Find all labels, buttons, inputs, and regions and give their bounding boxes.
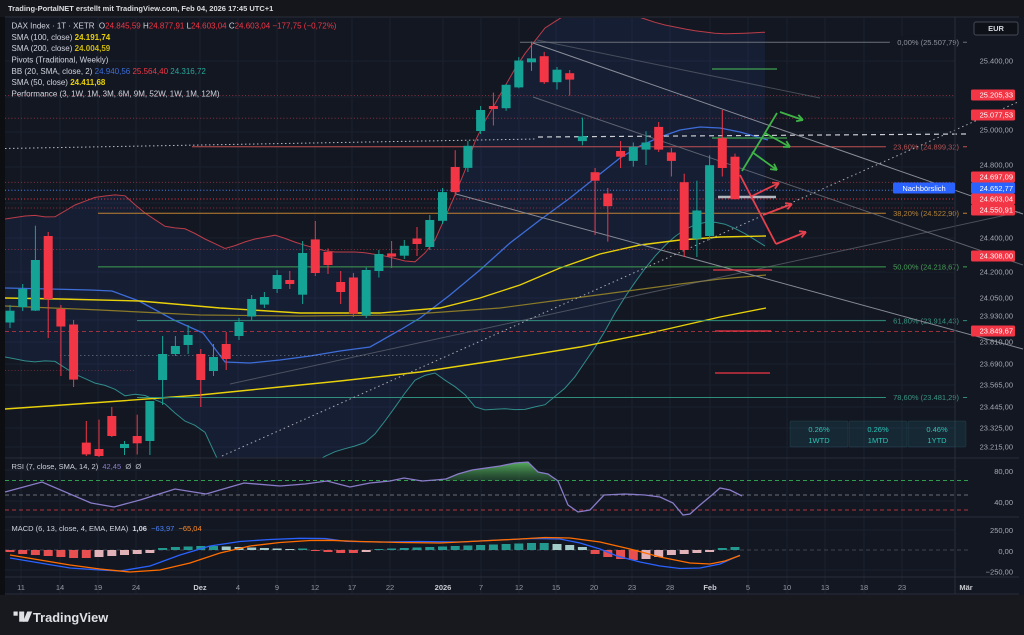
svg-text:25.205,33: 25.205,33: [980, 91, 1013, 100]
svg-text:5: 5: [746, 583, 750, 592]
svg-text:19: 19: [94, 583, 102, 592]
svg-text:24.400,00: 24.400,00: [980, 234, 1013, 243]
svg-text:24.697,09: 24.697,09: [980, 173, 1013, 182]
svg-text:0,00: 0,00: [998, 547, 1013, 556]
svg-text:80,00: 80,00: [994, 467, 1013, 476]
svg-text:24.550,91: 24.550,91: [980, 206, 1013, 215]
svg-text:11: 11: [17, 583, 25, 592]
svg-text:9: 9: [275, 583, 279, 592]
svg-text:24.200,00: 24.200,00: [980, 268, 1013, 277]
svg-text:2026: 2026: [435, 583, 452, 592]
svg-text:1YTD: 1YTD: [927, 436, 947, 445]
svg-text:24.050,00: 24.050,00: [980, 294, 1013, 303]
svg-text:50,00% (24.218,67): 50,00% (24.218,67): [893, 263, 959, 272]
svg-text:14: 14: [56, 583, 64, 592]
svg-text:23.445,00: 23.445,00: [980, 403, 1013, 412]
svg-text:1MTD: 1MTD: [868, 436, 889, 445]
svg-text:40,00: 40,00: [994, 498, 1013, 507]
svg-text:MACD (6, 13, close, 4, EMA, EM: MACD (6, 13, close, 4, EMA, EMA) 1,06 −6…: [12, 524, 202, 533]
svg-text:23.690,00: 23.690,00: [980, 360, 1013, 369]
svg-text:Trading-PortalNET erstellt mit: Trading-PortalNET erstellt mit TradingVi…: [8, 4, 273, 13]
svg-text:DAX Index · 1T · XETR O24.845: DAX Index · 1T · XETR O24.845,59 H24.877…: [12, 22, 337, 31]
svg-text:Performance (3, 1W, 1M, 3M, 6M: Performance (3, 1W, 1M, 3M, 6M, 9M, 52W,…: [12, 89, 220, 98]
svg-text:BB (20, SMA, close, 2) 24.940,: BB (20, SMA, close, 2) 24.940,56 25.564,…: [12, 67, 207, 76]
svg-text:25.400,00: 25.400,00: [980, 57, 1013, 66]
svg-text:20: 20: [590, 583, 598, 592]
svg-text:15: 15: [552, 583, 560, 592]
svg-text:24.652,77: 24.652,77: [980, 184, 1013, 193]
svg-text:−250,00: −250,00: [986, 568, 1013, 577]
svg-text:23.215,00: 23.215,00: [980, 443, 1013, 452]
svg-text:24.603,04: 24.603,04: [980, 195, 1013, 204]
svg-text:1WTD: 1WTD: [808, 436, 830, 445]
svg-text:23.565,00: 23.565,00: [980, 381, 1013, 390]
svg-text:12: 12: [311, 583, 319, 592]
svg-text:TradingView: TradingView: [33, 610, 108, 625]
svg-text:0.46%: 0.46%: [926, 425, 948, 434]
svg-text:12: 12: [515, 583, 523, 592]
svg-text:18: 18: [860, 583, 868, 592]
svg-text:Feb: Feb: [703, 583, 717, 592]
svg-text:Pivots (Traditional, Weekly): Pivots (Traditional, Weekly): [12, 56, 109, 65]
svg-text:22: 22: [386, 583, 394, 592]
svg-text:4: 4: [236, 583, 240, 592]
svg-text:EUR: EUR: [988, 24, 1004, 33]
svg-text:Dez: Dez: [193, 583, 207, 592]
svg-text:10: 10: [783, 583, 791, 592]
svg-text:0.26%: 0.26%: [867, 425, 889, 434]
svg-text:7: 7: [479, 583, 483, 592]
svg-text:28: 28: [666, 583, 674, 592]
svg-text:24: 24: [132, 583, 140, 592]
svg-text:23: 23: [628, 583, 636, 592]
svg-text:61,80% (23.914,43): 61,80% (23.914,43): [893, 316, 959, 325]
svg-text:38,20% (24.522,90): 38,20% (24.522,90): [893, 209, 959, 218]
svg-text:0,00% (25.507,79): 0,00% (25.507,79): [897, 38, 959, 47]
svg-text:23,60% (24.899,32): 23,60% (24.899,32): [893, 142, 959, 151]
svg-text:SMA (100, close) 24.191,74: SMA (100, close) 24.191,74: [12, 33, 111, 42]
svg-text:13: 13: [821, 583, 829, 592]
svg-text:RSI (7, close, SMA, 14, 2) 42: RSI (7, close, SMA, 14, 2) 42,45 Ø Ø: [12, 462, 142, 471]
svg-text:23.325,00: 23.325,00: [980, 424, 1013, 433]
svg-text:23: 23: [898, 583, 906, 592]
svg-text:78,60% (23.481,29): 78,60% (23.481,29): [893, 393, 959, 402]
svg-text:250,00: 250,00: [990, 526, 1013, 535]
svg-text:Mär: Mär: [959, 583, 972, 592]
svg-text:25.077,53: 25.077,53: [980, 111, 1013, 120]
svg-text:23.849,67: 23.849,67: [980, 327, 1013, 336]
svg-text:0.26%: 0.26%: [808, 425, 830, 434]
svg-text:SMA (50, close) 24.411,68: SMA (50, close) 24.411,68: [12, 78, 106, 87]
svg-text:17: 17: [348, 583, 356, 592]
svg-text:Nachbörslich: Nachbörslich: [902, 184, 945, 193]
svg-text:24.308,00: 24.308,00: [980, 252, 1013, 261]
svg-text:23.810,00: 23.810,00: [980, 338, 1013, 347]
svg-text:SMA (200, close) 24.004,59: SMA (200, close) 24.004,59: [12, 44, 111, 53]
svg-text:24.800,00: 24.800,00: [980, 161, 1013, 170]
svg-text:23.930,00: 23.930,00: [980, 312, 1013, 321]
svg-text:25.000,00: 25.000,00: [980, 126, 1013, 135]
